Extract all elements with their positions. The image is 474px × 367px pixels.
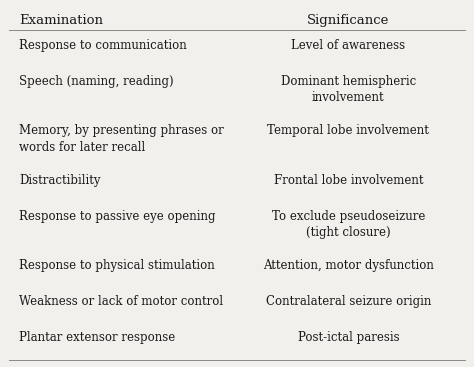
Text: Frontal lobe involvement: Frontal lobe involvement xyxy=(273,174,423,186)
Text: Response to passive eye opening: Response to passive eye opening xyxy=(19,210,216,222)
Text: To exclude pseudoseizure
(tight closure): To exclude pseudoseizure (tight closure) xyxy=(272,210,425,239)
Text: Weakness or lack of motor control: Weakness or lack of motor control xyxy=(19,295,223,308)
Text: Response to communication: Response to communication xyxy=(19,39,187,51)
Text: Level of awareness: Level of awareness xyxy=(292,39,405,51)
Text: Distractibility: Distractibility xyxy=(19,174,100,186)
Text: Dominant hemispheric
involvement: Dominant hemispheric involvement xyxy=(281,75,416,104)
Text: Contralateral seizure origin: Contralateral seizure origin xyxy=(266,295,431,308)
Text: Post-ictal paresis: Post-ictal paresis xyxy=(298,331,399,344)
Text: Significance: Significance xyxy=(307,14,390,27)
Text: Memory, by presenting phrases or
words for later recall: Memory, by presenting phrases or words f… xyxy=(19,124,224,153)
Text: Response to physical stimulation: Response to physical stimulation xyxy=(19,259,215,272)
Text: Attention, motor dysfunction: Attention, motor dysfunction xyxy=(263,259,434,272)
Text: Speech (naming, reading): Speech (naming, reading) xyxy=(19,75,173,87)
Text: Plantar extensor response: Plantar extensor response xyxy=(19,331,175,344)
Text: Examination: Examination xyxy=(19,14,103,27)
Text: Temporal lobe involvement: Temporal lobe involvement xyxy=(267,124,429,137)
